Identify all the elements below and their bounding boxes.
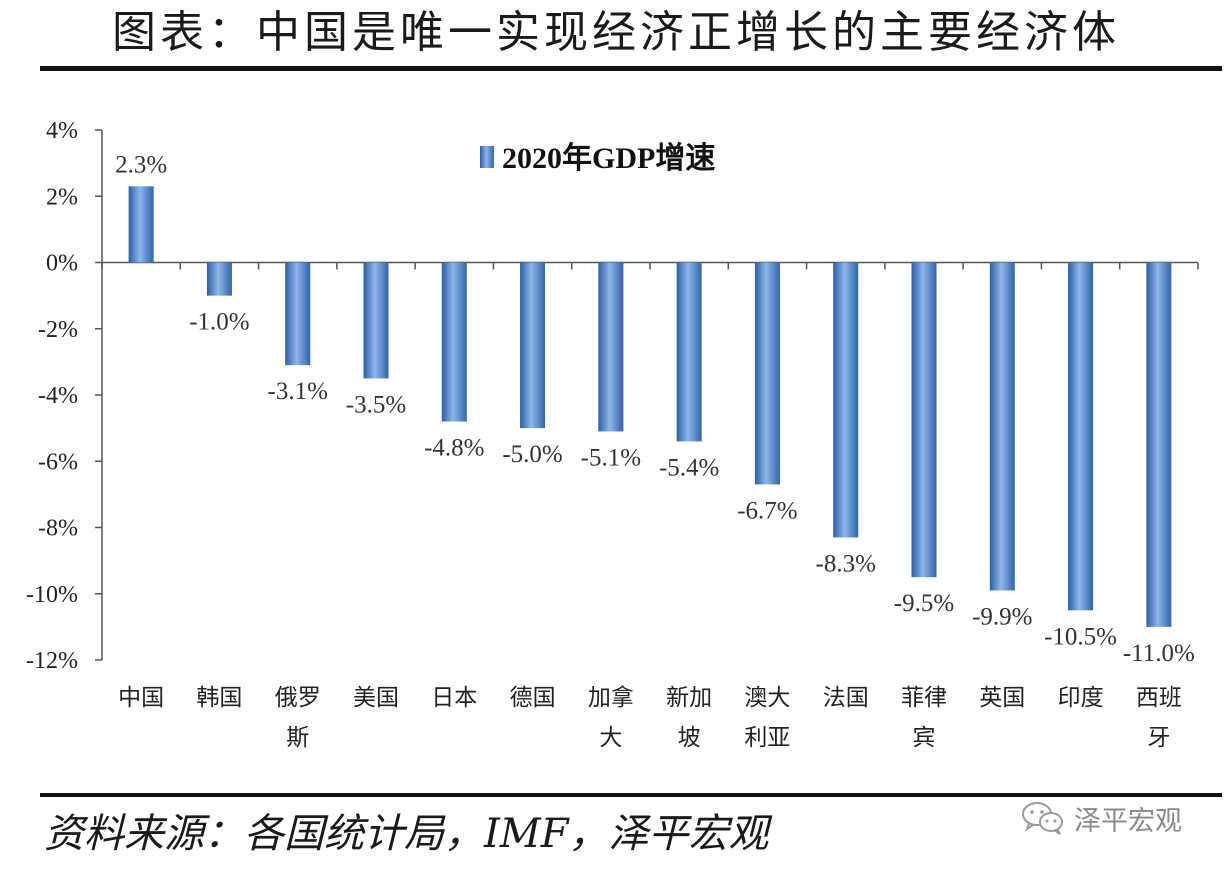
bar bbox=[520, 262, 546, 429]
data-label: -9.5% bbox=[894, 590, 954, 617]
category-label: 俄罗 bbox=[275, 685, 321, 711]
top-rule bbox=[40, 66, 1222, 71]
y-tick-label: 4% bbox=[46, 118, 78, 144]
bar bbox=[1068, 262, 1094, 611]
bar bbox=[1146, 262, 1172, 627]
category-label: 加拿 bbox=[588, 684, 634, 711]
category-label: 斯 bbox=[286, 725, 309, 751]
category-label: 牙 bbox=[1147, 725, 1170, 751]
data-label: -5.4% bbox=[659, 454, 719, 481]
category-label: 宾 bbox=[913, 725, 936, 751]
data-label: -5.0% bbox=[502, 441, 562, 468]
category-label: 法国 bbox=[823, 685, 869, 711]
bottom-rule bbox=[40, 793, 1222, 797]
category-label: 大 bbox=[599, 725, 622, 751]
bar bbox=[833, 262, 859, 538]
data-label: -4.8% bbox=[424, 435, 484, 462]
category-label: 利亚 bbox=[744, 725, 790, 751]
category-label: 菲律 bbox=[901, 685, 947, 711]
y-tick-label: -8% bbox=[38, 516, 78, 542]
y-tick-label: 0% bbox=[46, 251, 78, 277]
data-label: 2.3% bbox=[115, 151, 167, 178]
bar bbox=[128, 186, 154, 263]
data-label: -3.5% bbox=[346, 391, 406, 418]
bar bbox=[989, 262, 1015, 591]
data-label: -5.1% bbox=[581, 444, 641, 471]
bar-chart: 4% 2% 0% -2% -4% -6% -8% -10% -12% 2.3% 中国 -1.0% 韩国… bbox=[26, 118, 1199, 751]
data-label: -3.1% bbox=[268, 378, 328, 405]
category-label: 日本 bbox=[431, 685, 477, 711]
bar bbox=[754, 262, 780, 485]
y-tick-label: -6% bbox=[38, 449, 78, 475]
y-tick-label: -2% bbox=[38, 317, 78, 343]
category-label: 德国 bbox=[510, 685, 556, 711]
legend: 2020年GDP增速 bbox=[480, 142, 715, 175]
y-tick-label: -4% bbox=[38, 383, 78, 409]
legend-swatch bbox=[480, 146, 494, 168]
data-label: -9.9% bbox=[972, 603, 1032, 630]
category-label: 美国 bbox=[353, 685, 399, 711]
chart-title: 图表：中国是唯一实现经济正增长的主要经济体 bbox=[112, 7, 1120, 58]
category-label: 西班 bbox=[1136, 685, 1182, 711]
bar bbox=[363, 262, 389, 379]
bar bbox=[285, 262, 311, 366]
data-label: -1.0% bbox=[189, 309, 249, 336]
category-label: 韩国 bbox=[196, 685, 242, 711]
category-label: 中国 bbox=[118, 685, 164, 711]
data-label: -11.0% bbox=[1123, 640, 1195, 667]
data-label: -8.3% bbox=[816, 550, 876, 577]
bar bbox=[206, 262, 232, 296]
bar bbox=[676, 262, 702, 442]
watermark-text: 泽平宏观 bbox=[1074, 805, 1182, 837]
legend-label: 2020年GDP增速 bbox=[502, 142, 715, 175]
data-label: -10.5% bbox=[1044, 623, 1117, 650]
category-label: 澳大 bbox=[744, 685, 790, 711]
bar bbox=[598, 262, 624, 432]
y-tick-label: 2% bbox=[46, 184, 78, 210]
category-label: 印度 bbox=[1058, 685, 1104, 711]
category-label: 坡 bbox=[678, 725, 701, 751]
y-tick-label: -10% bbox=[26, 582, 78, 608]
category-label: 英国 bbox=[979, 685, 1025, 711]
y-tick-label: -12% bbox=[26, 648, 78, 674]
category-label: 新加 bbox=[666, 685, 712, 711]
wechat-icon bbox=[1022, 802, 1063, 835]
data-label: -6.7% bbox=[737, 497, 797, 524]
source-note: 资料来源：各国统计局，IMF，泽平宏观 bbox=[44, 811, 769, 857]
bar bbox=[911, 262, 937, 578]
watermark: 泽平宏观 bbox=[1020, 796, 1182, 840]
bar bbox=[441, 262, 467, 422]
